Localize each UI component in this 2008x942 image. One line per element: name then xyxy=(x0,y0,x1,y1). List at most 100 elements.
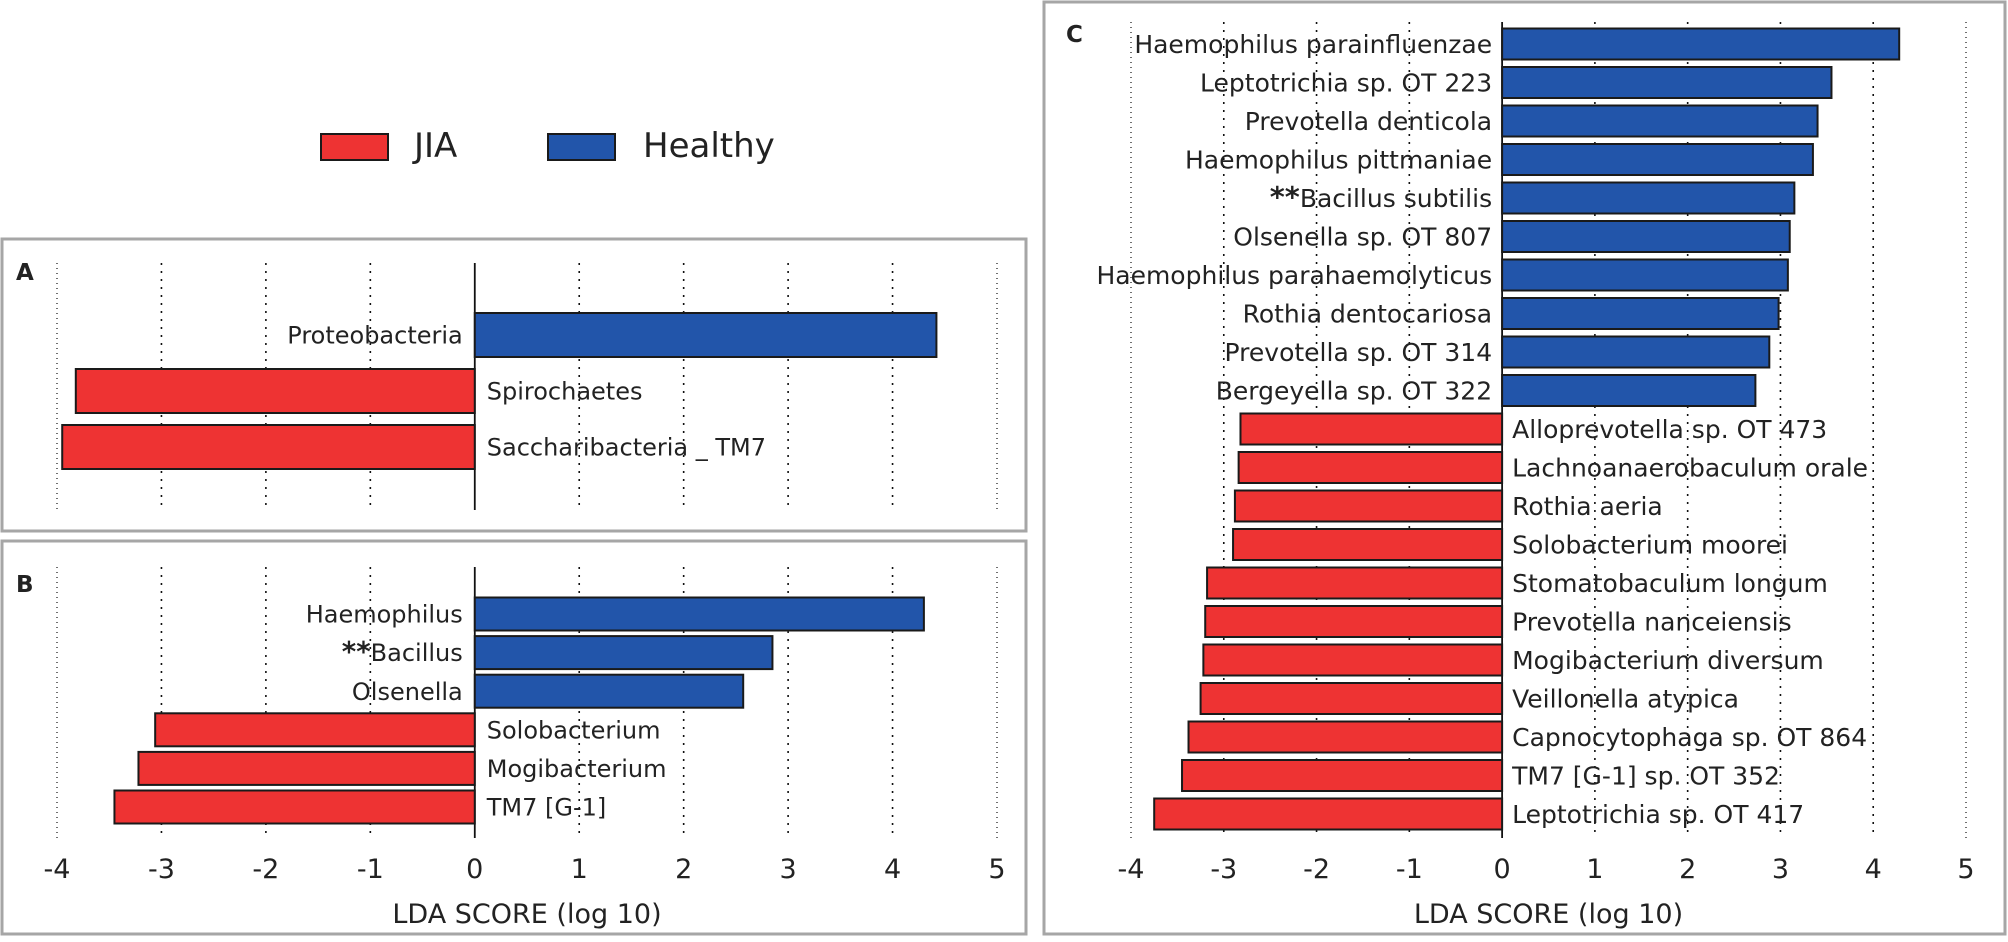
panel-c-bar-haemophilus-pittmaniae xyxy=(1501,143,1814,176)
panel-c-bar-capnocytophaga-sp-ot-864 xyxy=(1187,720,1504,754)
panel-c-bar-bacillus-subtilis xyxy=(1501,181,1796,215)
panel-c-label-bergeyella-sp-ot-322: Bergeyella sp. OT 322 xyxy=(1216,377,1492,406)
panel-c-xlabel: LDA SCORE (log 10) xyxy=(1414,899,1683,930)
panel-c-label-haemophilus-parahaemolyticus: Haemophilus parahaemolyticus xyxy=(1096,261,1492,290)
panel-b-xtick-label: -3 xyxy=(148,854,175,885)
panel-a-label-spirochaetes: Spirochaetes xyxy=(487,378,643,406)
panel-c-letter: C xyxy=(1066,22,1083,48)
panel-b-label-solobacterium: Solobacterium xyxy=(487,716,661,744)
panel-c: C Haemophilus parainfluenzae Leptotrichia… xyxy=(1042,0,2007,936)
panel-c-label-bacillus-subtilis: **Bacillus subtilis xyxy=(1270,180,1492,214)
panel-c-bar-stomatobaculum-longum xyxy=(1206,566,1504,600)
panel-a-bar-saccharibacteria-tm7 xyxy=(61,424,476,470)
panel-c-label-veillonella-atypica: Veillonella atypica xyxy=(1512,685,1739,714)
panel-c-xtick-label: -4 xyxy=(1118,854,1145,885)
panel-c-xtick-label: 3 xyxy=(1772,854,1789,885)
panel-b-xtick-label: 5 xyxy=(988,854,1005,885)
panel-c-label-tm7-g-1-sp-ot-352: TM7 [G-1] sp. OT 352 xyxy=(1511,762,1780,791)
panel-c-label-prevotella-sp-ot-314: Prevotella sp. OT 314 xyxy=(1225,338,1493,367)
panel-c-xtick-label: 2 xyxy=(1679,854,1696,885)
panel-b-label-mogibacterium: Mogibacterium xyxy=(487,755,667,783)
panel-a-bar-proteobacteria xyxy=(473,312,938,358)
panel-a-frame xyxy=(0,237,1028,533)
panel-c-xtick-label: -3 xyxy=(1210,854,1237,885)
panel-c-label-prevotella-nanceiensis: Prevotella nanceiensis xyxy=(1512,608,1791,637)
panel-c-label-capnocytophaga-sp-ot-864: Capnocytophaga sp. OT 864 xyxy=(1512,723,1867,752)
panel-c-label-leptotrichia-sp-ot-417: Leptotrichia sp. OT 417 xyxy=(1512,800,1804,829)
panel-b-xtick-label: 0 xyxy=(466,854,483,885)
panel-b-label-haemophilus: Haemophilus xyxy=(306,601,463,629)
panel-c-label-leptotrichia-sp-ot-223: Leptotrichia sp. OT 223 xyxy=(1200,69,1492,98)
panel-c-bar-lachnoanaerobaculum-orale xyxy=(1237,451,1504,484)
panel-b-label-bacillus: **Bacillus xyxy=(342,635,463,668)
panel-b-bar-tm7-g-1 xyxy=(113,789,476,825)
panel-c-bar-bergeyella-sp-ot-322 xyxy=(1501,374,1757,407)
panel-c-bar-rothia-aeria xyxy=(1233,489,1504,523)
legend-swatch-jia xyxy=(320,133,389,161)
panel-c-bar-tm7-g-1-sp-ot-352 xyxy=(1181,759,1504,792)
panel-c-label-lachnoanaerobaculum-orale: Lachnoanaerobaculum orale xyxy=(1512,454,1868,483)
panel-a-label-saccharibacteria-tm7: Saccharibacteria _ TM7 xyxy=(487,434,766,462)
panel-b-xtick-label: -4 xyxy=(44,854,71,885)
panel-c-bar-rothia-dentocariosa xyxy=(1501,297,1780,330)
panel-c-label-solobacterium-moorei: Solobacterium moorei xyxy=(1512,531,1788,560)
panel-b-bar-bacillus xyxy=(473,635,774,671)
panel-c-bar-prevotella-nanceiensis xyxy=(1204,605,1504,638)
panel-c-bar-solobacterium-moorei xyxy=(1232,528,1504,561)
panel-a: A Proteobacteria Spirochaetes Saccharibact… xyxy=(0,237,1028,533)
panel-c-bar-mogibacterium-diversum xyxy=(1202,643,1504,677)
panel-c-xtick-label: 5 xyxy=(1957,854,1974,885)
panel-c-xtick-label: 0 xyxy=(1494,854,1511,885)
panel-c-bar-haemophilus-parahaemolyticus xyxy=(1501,258,1789,292)
panel-c-bar-olsenella-sp-ot-807 xyxy=(1501,220,1791,253)
legend-swatch-healthy xyxy=(547,133,616,161)
panel-c-label-haemophilus-parainfluenzae: Haemophilus parainfluenzae xyxy=(1134,30,1492,59)
panel-b: B Haemophilus **Bacillus Olsenella Solobact… xyxy=(0,539,1028,936)
panel-b-label-olsenella: Olsenella xyxy=(352,678,463,706)
panel-b-xtick-label: 3 xyxy=(780,854,797,885)
panel-b-xlabel: LDA SCORE (log 10) xyxy=(392,899,661,930)
panel-c-frame xyxy=(1042,0,2007,936)
panel-c-bar-haemophilus-parainfluenzae xyxy=(1501,27,1901,61)
panel-c-bar-prevotella-denticola xyxy=(1501,104,1819,138)
panel-c-label-olsenella-sp-ot-807: Olsenella sp. OT 807 xyxy=(1233,223,1492,252)
panel-c-significance-marker: ** xyxy=(1270,180,1300,214)
panel-c-label-alloprevotella-sp-ot-473: Alloprevotella sp. OT 473 xyxy=(1512,415,1827,444)
legend-label-healthy: Healthy xyxy=(643,126,775,166)
panel-b-bar-solobacterium xyxy=(154,712,476,748)
panel-b-letter: B xyxy=(16,572,34,598)
panel-b-frame xyxy=(0,539,1028,936)
panel-c-bar-leptotrichia-sp-ot-417 xyxy=(1153,797,1504,831)
panel-c-xtick-label: -2 xyxy=(1303,854,1330,885)
panel-c-xtick-label: 1 xyxy=(1586,854,1603,885)
panel-c-bar-prevotella-sp-ot-314 xyxy=(1501,335,1771,369)
panel-b-xtick-label: 1 xyxy=(571,854,588,885)
panel-b-xtick-label: 4 xyxy=(884,854,901,885)
panel-c-label-stomatobaculum-longum: Stomatobaculum longum xyxy=(1512,569,1828,598)
panel-b-bar-mogibacterium xyxy=(137,750,476,786)
panel-b-bar-haemophilus xyxy=(473,596,925,632)
panel-b-xtick-label: -1 xyxy=(357,854,384,885)
panel-a-label-proteobacteria: Proteobacteria xyxy=(287,322,463,350)
legend-label-jia: JIA xyxy=(412,126,457,166)
panel-c-label-prevotella-denticola: Prevotella denticola xyxy=(1245,107,1492,136)
panel-c-xtick-label: -1 xyxy=(1396,854,1423,885)
panel-b-xtick-label: -2 xyxy=(252,854,279,885)
panel-b-significance-marker: ** xyxy=(342,635,371,668)
panel-b-label-tm7-g-1: TM7 [G-1] xyxy=(486,794,607,822)
panel-a-letter: A xyxy=(16,260,34,286)
panel-c-label-rothia-dentocariosa: Rothia dentocariosa xyxy=(1243,300,1493,329)
panel-c-bar-leptotrichia-sp-ot-223 xyxy=(1501,66,1833,99)
panel-c-xtick-label: 4 xyxy=(1865,854,1882,885)
panel-c-label-mogibacterium-diversum: Mogibacterium diversum xyxy=(1512,646,1824,675)
panel-c-bar-alloprevotella-sp-ot-473 xyxy=(1239,412,1504,446)
panel-a-bar-spirochaetes xyxy=(74,368,476,414)
panel-c-label-haemophilus-pittmaniae: Haemophilus pittmaniae xyxy=(1185,146,1492,175)
panel-c-bar-veillonella-atypica xyxy=(1199,682,1504,715)
panel-b-bar-olsenella xyxy=(473,673,745,709)
legend: JIA Healthy xyxy=(320,126,775,166)
panel-b-xtick-label: 2 xyxy=(675,854,692,885)
panel-c-label-rothia-aeria: Rothia aeria xyxy=(1512,492,1663,521)
